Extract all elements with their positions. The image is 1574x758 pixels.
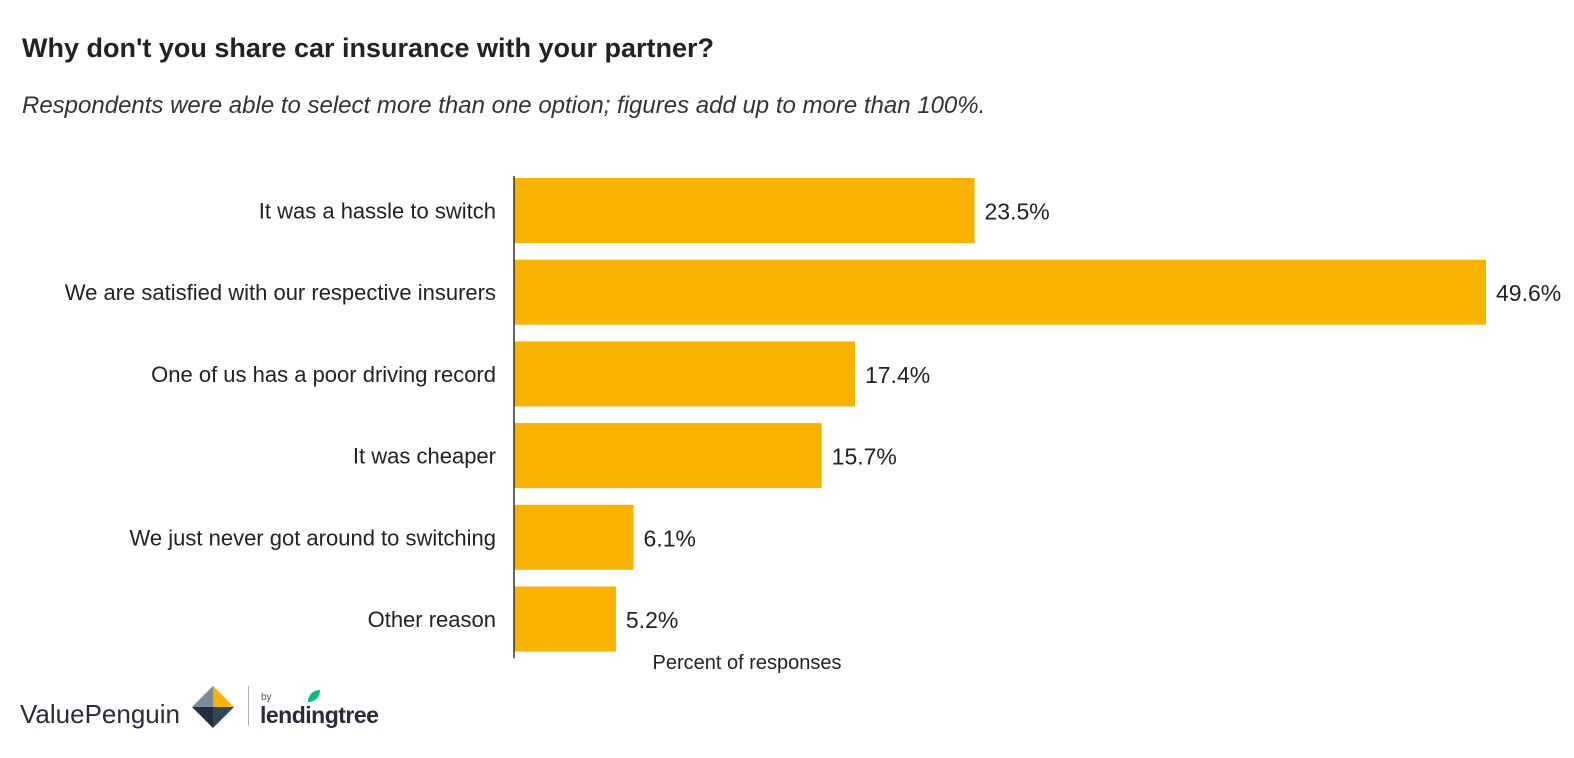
- value-label: 23.5%: [985, 199, 1050, 225]
- logo-divider: [248, 686, 249, 726]
- value-label: 17.4%: [865, 362, 930, 388]
- lendingtree-logo-text: lendingtree: [260, 702, 379, 728]
- bar: [514, 504, 634, 570]
- chart-title: Why don't you share car insurance with y…: [22, 33, 715, 63]
- category-label: Other reason: [368, 607, 496, 632]
- valuepenguin-logo-text: ValuePenguin: [20, 699, 180, 729]
- category-label: We just never got around to switching: [130, 525, 496, 550]
- chart-subtitle: Respondents were able to select more tha…: [22, 92, 986, 119]
- value-label: 15.7%: [832, 444, 897, 470]
- lendingtree-leaf-icon: [308, 690, 320, 702]
- value-label: 49.6%: [1496, 280, 1561, 306]
- value-label: 6.1%: [644, 525, 696, 551]
- category-label: It was cheaper: [353, 444, 496, 469]
- bar: [514, 586, 616, 652]
- valuepenguin-logo-icon: [192, 686, 234, 728]
- category-label: It was a hassle to switch: [259, 199, 496, 224]
- bar: [514, 178, 975, 243]
- bar-chart: It was a hassle to switch 23.5% We are sat…: [65, 176, 1561, 674]
- bar: [514, 341, 855, 407]
- x-axis-title: Percent of responses: [653, 652, 842, 674]
- category-label: We are satisfied with our respective ins…: [65, 280, 496, 305]
- bar: [514, 259, 1486, 325]
- value-label: 5.2%: [626, 607, 678, 633]
- bar: [514, 423, 822, 489]
- lendingtree-by-text: by: [261, 692, 272, 703]
- category-label: One of us has a poor driving record: [151, 362, 496, 387]
